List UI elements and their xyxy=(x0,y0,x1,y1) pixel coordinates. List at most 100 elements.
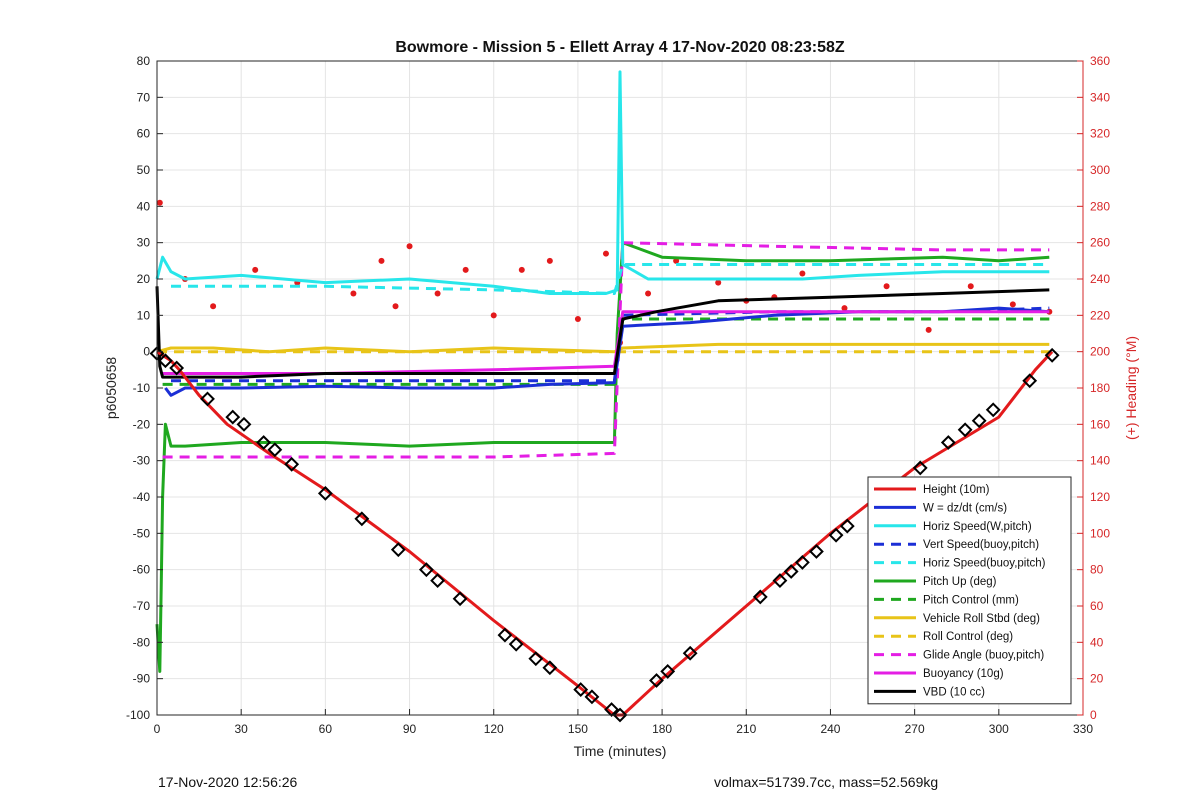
legend-label: Glide Angle (buoy,pitch) xyxy=(923,650,1044,662)
heading-point xyxy=(462,266,469,273)
x-tick-label: 90 xyxy=(403,722,417,736)
y-tick-label: 60 xyxy=(137,127,151,141)
y-tick-label: -80 xyxy=(133,635,151,649)
heading-point xyxy=(925,326,932,333)
series-line-vbd-10-cc xyxy=(155,286,1050,379)
depth-marker xyxy=(542,660,558,676)
series-lines xyxy=(155,70,1054,717)
depth-marker xyxy=(528,651,544,667)
heading-point xyxy=(715,279,722,286)
x-tick-label: 120 xyxy=(484,722,504,736)
legend-label: Horiz Speed(W,pitch) xyxy=(923,521,1032,533)
y-tick-label: -50 xyxy=(133,526,151,540)
y-tick-label: 0 xyxy=(143,345,150,359)
depth-marker xyxy=(497,627,513,643)
y2-tick-label: 240 xyxy=(1090,272,1110,286)
depth-marker xyxy=(430,573,446,588)
heading-point xyxy=(406,243,413,250)
heading-point xyxy=(350,290,357,297)
depth-marker xyxy=(236,416,252,432)
y2-tick-label: 300 xyxy=(1090,163,1110,177)
y-tick-label: 40 xyxy=(137,199,151,213)
y2-axis-label: (+) Heading (°M) xyxy=(1123,336,1139,440)
depth-marker xyxy=(418,562,434,578)
depth-marker xyxy=(390,542,406,558)
legend-box xyxy=(867,476,1072,705)
series-line-pitch-up-deg xyxy=(155,241,1050,673)
y2-tick-label: 80 xyxy=(1090,563,1104,577)
depth-marker xyxy=(169,360,185,376)
legend: Height (10m) W = dz/dt (cm/s) Horiz Speed(… xyxy=(867,476,1072,705)
y2-tick-label: 200 xyxy=(1090,345,1110,359)
x-tick-label: 150 xyxy=(568,722,588,736)
y2-tick-label: 320 xyxy=(1090,127,1110,141)
heading-point xyxy=(799,270,806,277)
x-tick-label: 210 xyxy=(736,722,756,736)
depth-marker xyxy=(783,564,799,579)
legend-label: Roll Control (deg) xyxy=(923,631,1013,643)
footer-volmax-mass: volmax=51739.7cc, mass=52.569kg xyxy=(714,774,939,790)
heading-point xyxy=(546,257,553,264)
y2-tick-label: 160 xyxy=(1090,417,1110,431)
x-tick-label: 300 xyxy=(989,722,1009,736)
x-tick-label: 180 xyxy=(652,722,672,736)
series-line-buoyancy-10g xyxy=(162,310,1050,375)
legend-label: Buoyancy (10g) xyxy=(923,668,1004,680)
depth-marker xyxy=(604,702,619,717)
depth-marker xyxy=(1044,347,1060,363)
heading-point xyxy=(156,199,163,206)
heading-point xyxy=(883,283,890,290)
heading-point xyxy=(574,315,581,322)
depth-marker xyxy=(200,391,215,407)
heading-point xyxy=(602,250,609,257)
footer-timestamp: 17-Nov-2020 12:56:26 xyxy=(158,774,298,790)
x-tick-label: 240 xyxy=(820,722,840,736)
y-tick-label: -70 xyxy=(133,599,151,613)
legend-label: Pitch Up (deg) xyxy=(923,576,997,588)
y2-tick-label: 0 xyxy=(1090,708,1097,722)
y-tick-label: -30 xyxy=(133,454,151,468)
heading-point xyxy=(967,283,974,290)
depth-marker xyxy=(794,554,810,570)
y-tick-label: -100 xyxy=(126,708,150,722)
depth-marker xyxy=(267,442,283,458)
heading-points xyxy=(156,199,1053,346)
series-line-horiz-speed-w-pitch xyxy=(155,70,1050,295)
heading-point xyxy=(1009,301,1016,308)
heading-point xyxy=(392,303,399,310)
depth-marker xyxy=(839,518,855,534)
legend-label: Horiz Speed(buoy,pitch) xyxy=(923,558,1046,570)
y2-tick-label: 140 xyxy=(1090,454,1110,468)
depth-marker xyxy=(573,682,589,697)
series-line-glide-angle-buoy-pitch xyxy=(162,241,1050,459)
x-tick-label: 330 xyxy=(1073,722,1093,736)
y-tick-label: -40 xyxy=(133,490,151,504)
y2-tick-label: 260 xyxy=(1090,236,1110,250)
heading-point xyxy=(518,266,525,273)
depth-marker xyxy=(225,409,241,425)
y-tick-label: 10 xyxy=(137,308,151,322)
y-tick-label: 30 xyxy=(137,236,151,250)
depth-marker xyxy=(452,591,468,607)
y-tick-label: -10 xyxy=(133,381,151,395)
depth-marker xyxy=(256,435,272,450)
series-line-horiz-speed-buoy-pitch xyxy=(171,263,1050,295)
x-tick-label: 60 xyxy=(319,722,333,736)
heading-point xyxy=(210,303,217,310)
x-tick-label: 270 xyxy=(905,722,925,736)
depth-marker xyxy=(772,573,788,588)
legend-label: VBD (10 cc) xyxy=(923,686,985,698)
y-tick-label: -60 xyxy=(133,563,151,577)
y2-tick-label: 360 xyxy=(1090,54,1110,68)
depth-marker xyxy=(158,353,173,369)
y-tick-label: -20 xyxy=(133,417,151,431)
depth-marker xyxy=(957,422,973,438)
depth-marker xyxy=(612,707,628,723)
heading-point xyxy=(490,312,497,319)
x-axis-label: Time (minutes) xyxy=(574,743,667,759)
y2-tick-label: 340 xyxy=(1090,90,1110,104)
depth-marker xyxy=(1022,373,1038,389)
depth-marker xyxy=(971,413,987,429)
x-tick-label: 30 xyxy=(235,722,249,736)
